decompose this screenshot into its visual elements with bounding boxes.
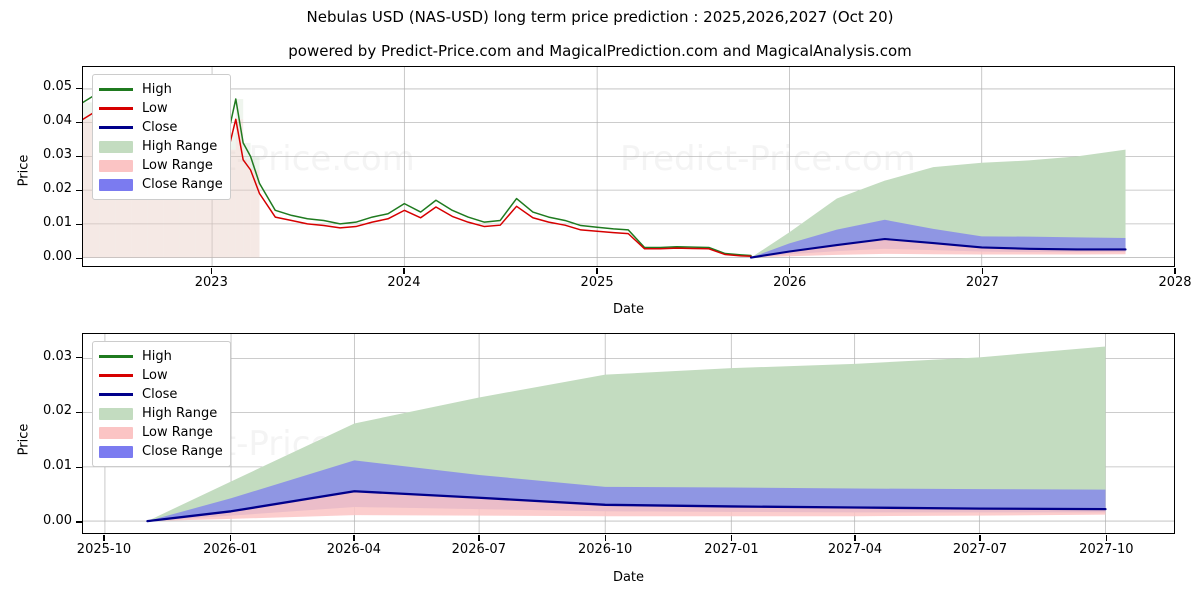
forecast-legend-label: Low <box>142 368 168 383</box>
forecast-x-tick: 2025-10 <box>76 542 132 557</box>
forecast-x-tick: 2026-07 <box>451 542 506 557</box>
overview-plot-area: Predict-Price.com Predict-Price.com <box>82 66 1175 267</box>
forecast-x-tick: 2027-01 <box>704 542 759 557</box>
overview-y-tickmark <box>76 223 82 226</box>
overview-y-tickmark <box>76 87 82 89</box>
overview-legend-swatch-icon <box>99 121 133 134</box>
forecast-legend-swatch-icon <box>99 407 133 420</box>
forecast-x-tick: 2026-04 <box>326 542 382 557</box>
overview-legend: High Low Close High Range Low Range Close Ran… <box>92 74 231 200</box>
overview-y-tick: 0.04 <box>43 113 72 129</box>
overview-legend-label: High Range <box>142 139 218 154</box>
forecast-legend-swatch-icon <box>99 445 133 458</box>
overview-svg <box>83 67 1174 266</box>
overview-legend-label: High <box>142 82 172 97</box>
overview-legend-swatch-icon <box>99 159 133 172</box>
forecast-legend-swatch-icon <box>99 426 133 439</box>
overview-x-tickmark <box>1174 268 1176 274</box>
forecast-legend: High Low Close High Range Low Range Close Ran… <box>92 341 231 467</box>
overview-legend-item: Close <box>99 118 223 137</box>
overview-y-tick: 0.01 <box>43 215 72 231</box>
forecast-y-tick: 0.00 <box>43 512 72 528</box>
overview-x-tick: 2024 <box>387 275 421 290</box>
forecast-legend-item: High <box>99 347 223 366</box>
overview-y-tickmark <box>76 155 82 157</box>
forecast-legend-item: Close Range <box>99 442 223 461</box>
forecast-svg <box>83 334 1174 533</box>
forecast-x-tickmark <box>229 535 231 541</box>
overview-legend-swatch-icon <box>99 140 133 153</box>
overview-legend-item: High <box>99 80 223 99</box>
overview-x-tickmark <box>210 268 212 274</box>
overview-x-tick: 2025 <box>580 275 614 290</box>
overview-x-tickmark <box>596 268 598 274</box>
overview-legend-label: Close <box>142 120 178 135</box>
forecast-y-tick: 0.03 <box>43 348 72 364</box>
overview-legend-item: High Range <box>99 137 223 156</box>
forecast-legend-label: High Range <box>142 406 218 421</box>
forecast-x-tick: 2027-07 <box>952 542 1008 557</box>
forecast-x-tickmark <box>730 535 733 541</box>
forecast-x-tickmark <box>854 535 856 541</box>
overview-x-tickmark <box>981 268 984 274</box>
overview-x-axis-label: Date <box>612 302 645 317</box>
forecast-legend-label: High <box>142 349 172 364</box>
overview-legend-swatch-icon <box>99 83 133 96</box>
overview-y-tick: 0.00 <box>43 249 72 265</box>
forecast-x-tick: 2027-04 <box>827 542 883 557</box>
forecast-x-tickmark <box>1105 535 1108 541</box>
forecast-legend-label: Close <box>142 387 178 402</box>
overview-x-tick: 2028 <box>1158 275 1192 290</box>
forecast-x-axis-label: Date <box>612 570 645 585</box>
forecast-legend-item: High Range <box>99 404 223 423</box>
forecast-legend-item: Low <box>99 366 223 385</box>
forecast-y-tickmark <box>76 466 82 468</box>
forecast-legend-swatch-icon <box>99 350 133 363</box>
forecast-plot-area: Predict-Price.com Predict-Price.com <box>82 333 1175 534</box>
overview-x-tick: 2023 <box>194 275 228 290</box>
forecast-y-tickmark <box>76 411 82 414</box>
page-title: Nebulas USD (NAS-USD) long term price pr… <box>306 8 894 26</box>
forecast-y-tickmark <box>76 521 82 523</box>
page-subtitle: powered by Predict-Price.com and Magical… <box>288 42 912 60</box>
forecast-x-tickmark <box>478 535 480 541</box>
overview-legend-label: Low <box>142 101 168 116</box>
overview-y-tickmark <box>76 189 82 192</box>
overview-legend-label: Close Range <box>142 177 223 192</box>
forecast-x-tickmark <box>604 535 606 541</box>
forecast-x-tickmark <box>353 535 355 541</box>
overview-y-tick: 0.03 <box>43 147 72 163</box>
overview-y-tick: 0.02 <box>43 181 72 197</box>
overview-legend-item: Low Range <box>99 156 223 175</box>
forecast-legend-swatch-icon <box>99 369 133 382</box>
forecast-legend-label: Low Range <box>142 425 213 440</box>
overview-legend-item: Close Range <box>99 175 223 194</box>
overview-legend-swatch-icon <box>99 178 133 191</box>
forecast-legend-label: Close Range <box>142 444 223 459</box>
overview-y-tickmark <box>76 257 82 260</box>
forecast-x-tick: 2027-10 <box>1079 542 1134 557</box>
forecast-x-tick: 2026-10 <box>577 542 633 557</box>
overview-legend-label: Low Range <box>142 158 213 173</box>
overview-x-tick: 2027 <box>965 275 999 290</box>
forecast-x-tick: 2026-01 <box>203 542 258 557</box>
overview-x-tick: 2026 <box>773 275 807 290</box>
overview-x-tickmark <box>789 268 791 274</box>
forecast-x-tickmark <box>979 535 981 541</box>
forecast-y-tick: 0.02 <box>43 403 72 419</box>
forecast-y-tick: 0.01 <box>43 458 72 474</box>
overview-y-tick: 0.05 <box>43 79 72 95</box>
overview-x-tickmark <box>403 268 405 274</box>
forecast-legend-swatch-icon <box>99 388 133 401</box>
overview-legend-swatch-icon <box>99 102 133 115</box>
forecast-legend-item: Close <box>99 385 223 404</box>
overview-legend-item: Low <box>99 99 223 118</box>
forecast-y-tickmark <box>76 357 82 359</box>
overview-y-tickmark <box>76 121 82 123</box>
forecast-x-tickmark <box>103 535 105 541</box>
forecast-legend-item: Low Range <box>99 423 223 442</box>
